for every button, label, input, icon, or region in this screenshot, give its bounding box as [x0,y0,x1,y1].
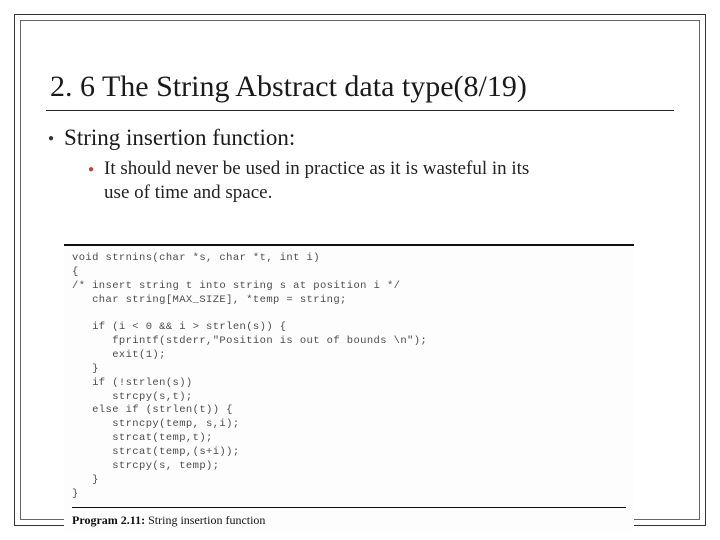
bullet2-text: It should never be used in practice as i… [104,157,544,205]
caption-text: String insertion function [145,513,265,527]
caption-label: Program 2.11: [72,513,145,527]
slide-title: 2. 6 The String Abstract data type(8/19) [50,70,680,104]
code-listing: void strnins(char *s, char *t, int i) { … [64,244,634,531]
bullet-level-1: ● String insertion function: [48,125,680,151]
bullet1-text: String insertion function: [64,125,295,151]
bullet-dot-icon: ● [48,134,54,144]
program-caption: Program 2.11: String insertion function [72,507,626,529]
title-underline [46,110,674,111]
bullet-level-2: ● It should never be used in practice as… [88,157,680,205]
slide: 2. 6 The String Abstract data type(8/19)… [0,0,720,540]
code-text: void strnins(char *s, char *t, int i) { … [72,252,626,501]
bullet-dot-icon: ● [88,165,94,175]
